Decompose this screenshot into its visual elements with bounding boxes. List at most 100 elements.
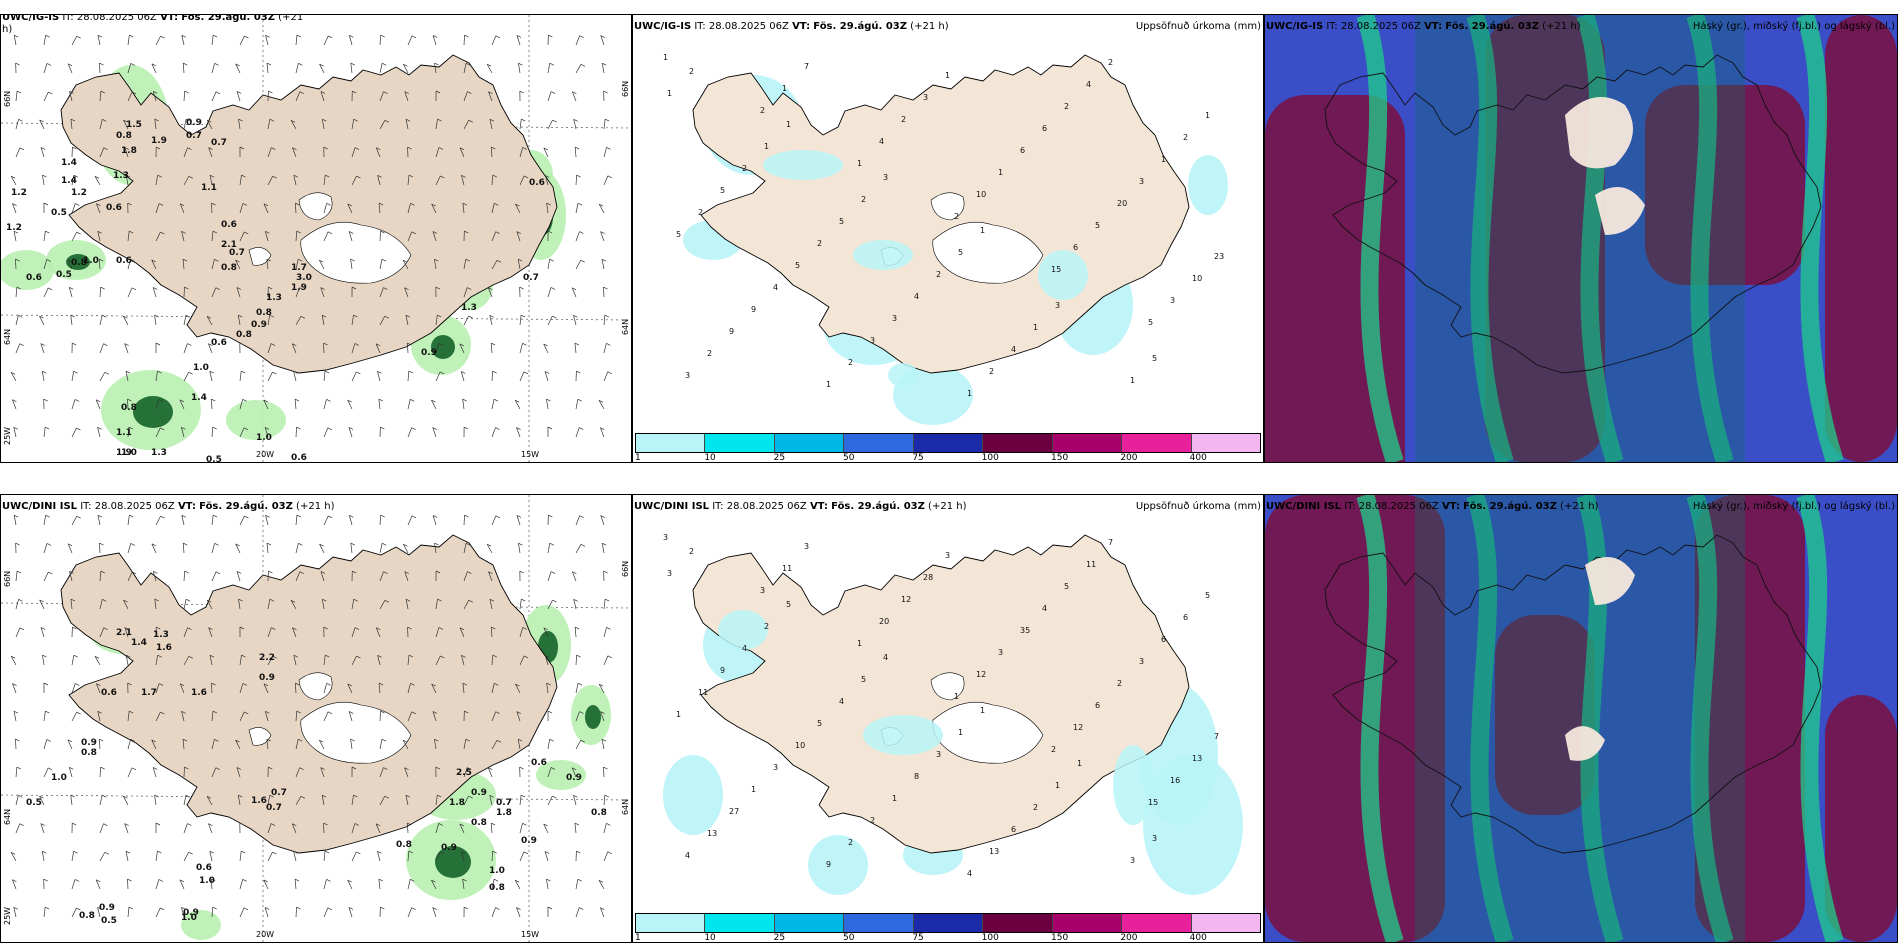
wind-barb [71,342,77,354]
wind-value-label: 1.8 [449,798,465,808]
wind-barb [71,850,78,862]
precip-value-label: 1 [676,710,681,719]
wind-barb [127,710,134,722]
wind-barb [547,795,557,806]
wind-value-label: 1.3 [151,448,167,458]
colorbar-segment [1052,434,1123,452]
precip-value-label: 2 [764,622,769,631]
it-value: 28.08.2025 06Z [726,501,807,512]
precip-value-label: 1 [1161,155,1166,164]
it-label: IT: [712,501,724,512]
wind-barb [155,370,162,382]
wind-barb [267,343,276,354]
wind-barb [575,739,585,750]
wind-barb [239,850,246,862]
colorbar-segment [913,434,984,452]
precip-value-label: 13 [989,847,999,856]
wind-barb [71,174,79,186]
wind-barb [97,426,102,438]
wind-barb [575,231,584,242]
wind-barb [127,571,137,582]
high-cloud-band [1576,15,1624,462]
wind-barb [97,230,102,242]
wind-barb [95,879,101,890]
wind-barb [379,542,387,554]
vt-label: VT: [809,501,828,512]
wind-barb [519,343,527,354]
wind-barb [516,35,522,46]
mid-cloud-area [1645,85,1805,285]
wind-barb [403,543,409,554]
precip-value-label: 3 [667,569,672,578]
wind-barb [547,571,556,582]
wind-barb [123,599,129,610]
wind-barb [323,427,333,438]
wind-barb [435,823,443,834]
wind-barb [379,287,388,298]
wind-value-label: 1.3 [113,171,129,181]
wind-barb [15,119,23,130]
precip-area [226,400,286,440]
wind-barb [603,118,610,130]
wind-barb [351,627,360,638]
wind-barb [295,287,304,298]
wind-barb [601,258,607,270]
wind-barb [320,91,326,102]
wind-barb [351,794,358,806]
wind-barb [432,35,438,46]
wind-barb [15,570,22,582]
clear-sky-area [1595,187,1645,235]
wind-barb [95,399,101,410]
wind-barb [491,878,499,890]
wind-barb [518,542,523,554]
wind-barb [517,738,523,750]
glacier [932,701,1044,764]
wind-barb [152,767,158,778]
panel-dini-precip: UWC/DINI ISL IT: 28.08.2025 06Z VT: Fös.… [632,494,1264,943]
wind-barb [99,90,106,102]
wind-barb [99,766,105,778]
lon-label-20w: 20W [256,450,275,459]
wind-barb [463,62,471,74]
wind-barb [127,91,137,102]
wind-barb [600,231,605,242]
wind-barb [265,514,270,526]
wind-barb [68,767,74,778]
wind-value-label: 0.5 [51,208,67,218]
wind-barb [379,795,389,806]
wind-barb [155,427,165,438]
wind-barb [239,654,246,666]
wind-value-label: 0.6 [211,338,227,348]
glacier [300,701,412,764]
wind-barb [378,398,384,410]
wind-barb [267,147,276,158]
vt-value: Fös. 29.ágú. 03Z [199,501,293,512]
wind-barb [265,711,270,722]
wind-barb [544,655,550,666]
model-name: UWC/IG-IS [1266,21,1324,32]
precip-value-label: 6 [1020,146,1025,155]
wind-barb [544,851,550,862]
wind-barb [407,427,416,438]
wind-barb [211,543,219,554]
wind-barb [435,90,441,102]
wind-barb [491,202,499,214]
wind-value-label: 1.0 [193,363,209,373]
wind-barb [183,314,191,326]
wind-barb [463,542,471,554]
wind-barb [152,287,158,298]
wind-barb [462,682,468,694]
wind-barb [295,258,303,270]
wind-barb [239,174,246,186]
wind-barb [378,682,384,694]
wind-barb [155,342,161,354]
precip-value-label: 3 [663,533,668,542]
high-cloud-band [1796,495,1844,942]
wind-value-label: 1.4 [191,393,207,403]
colorbar-tick-label: 50 [843,453,855,463]
wind-barb [263,879,269,890]
wind-value-label: 1.3 [153,630,169,640]
wind-barb [547,710,553,722]
precip-value-label: 4 [883,653,888,662]
wind-barb [235,543,241,554]
